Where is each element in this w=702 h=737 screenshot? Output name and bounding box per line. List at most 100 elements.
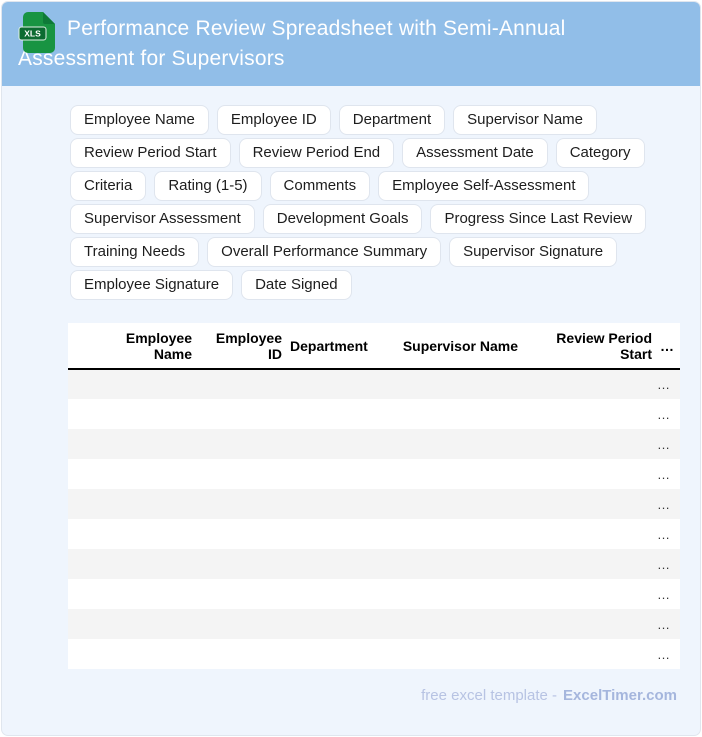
table-cell [522,429,656,459]
table-cell [112,399,196,429]
table-cell [522,459,656,489]
table-cell [68,579,112,609]
table-cell [196,549,286,579]
table-cell [286,609,396,639]
table-cell [112,429,196,459]
table-cell [68,609,112,639]
table-cell [68,489,112,519]
table-cell [68,549,112,579]
table-cell [112,489,196,519]
row-ellipsis: … [656,369,680,399]
column-chips: Employee Name Employee ID Department Superv… [70,105,677,300]
preview-table: Employee Name Employee ID Department Superv… [68,323,680,669]
table-row: … [68,369,680,399]
table-cell [396,639,522,669]
table-cell [522,519,656,549]
table-cell [196,369,286,399]
table-cell [112,519,196,549]
table-cell [522,549,656,579]
table-cell [196,399,286,429]
main-content: Employee Name Employee ID Department Superv… [2,86,700,704]
table-cell [286,519,396,549]
column-chip: Progress Since Last Review [430,204,647,234]
table-cell [196,579,286,609]
table-row: … [68,609,680,639]
table-cell [112,579,196,609]
column-chip: Criteria [70,171,147,201]
table-cell [112,459,196,489]
column-chip: Category [555,138,645,168]
table-cell [286,579,396,609]
column-chip: Review Period End [238,138,395,168]
table-cell [522,579,656,609]
footer-text: free excel template - [421,687,558,704]
table-cell [68,369,112,399]
footer: free excel template - ExcelTimer.com [68,687,677,704]
table-cell [286,399,396,429]
column-chip: Supervisor Name [453,105,598,135]
table-header-cell: Department [286,323,396,370]
table-row: … [68,459,680,489]
table-cell [196,519,286,549]
column-chip: Employee ID [216,105,331,135]
row-ellipsis: … [656,549,680,579]
table-row: … [68,549,680,579]
table-cell [522,639,656,669]
table-cell [396,489,522,519]
table-row: … [68,429,680,459]
row-ellipsis: … [656,459,680,489]
table-cell [286,639,396,669]
table-body: ………………………… [68,369,680,669]
table-header-cell: Review Period Start [522,323,656,370]
xls-file-icon: XLS [18,11,57,59]
table-header-cell [68,323,112,370]
table-cell [396,429,522,459]
table-cell [68,429,112,459]
column-chip: Overall Performance Summary [207,237,442,267]
table-cell [522,399,656,429]
table-head: Employee Name Employee ID Department Superv… [68,323,680,370]
file-fold [43,12,55,24]
column-chip: Employee Self-Assessment [378,171,590,201]
table-cell [522,369,656,399]
table-cell [68,519,112,549]
column-chip: Employee Name [70,105,209,135]
table-cell [112,369,196,399]
column-chip: Supervisor Assessment [70,204,255,234]
xls-badge [18,26,47,41]
row-ellipsis: … [656,639,680,669]
table-cell [68,459,112,489]
table-cell [286,369,396,399]
table-cell [286,549,396,579]
row-ellipsis: … [656,489,680,519]
table-row: … [68,489,680,519]
table-header-cell: … [656,323,680,370]
row-ellipsis: … [656,519,680,549]
column-chip: Date Signed [241,270,352,300]
table-row: … [68,579,680,609]
table-cell [196,459,286,489]
table-cell [196,429,286,459]
page-header: XLS Performance Review Spreadsheet with … [2,2,700,86]
table-cell [68,399,112,429]
page-title: Performance Review Spreadsheet with Semi… [18,17,566,70]
table-header-row: Employee Name Employee ID Department Superv… [68,323,680,370]
table-cell [396,579,522,609]
table-cell [196,639,286,669]
table-cell [196,609,286,639]
column-chip: Development Goals [262,204,423,234]
table-cell [68,639,112,669]
row-ellipsis: … [656,579,680,609]
footer-brand-link[interactable]: ExcelTimer.com [563,687,677,704]
column-chip: Employee Signature [70,270,234,300]
table-cell [396,459,522,489]
table-cell [112,549,196,579]
row-ellipsis: … [656,429,680,459]
row-ellipsis: … [656,399,680,429]
table-cell [396,399,522,429]
column-chip: Comments [269,171,371,201]
table-cell [112,609,196,639]
table-row: … [68,639,680,669]
table-header-cell: Supervisor Name [396,323,522,370]
